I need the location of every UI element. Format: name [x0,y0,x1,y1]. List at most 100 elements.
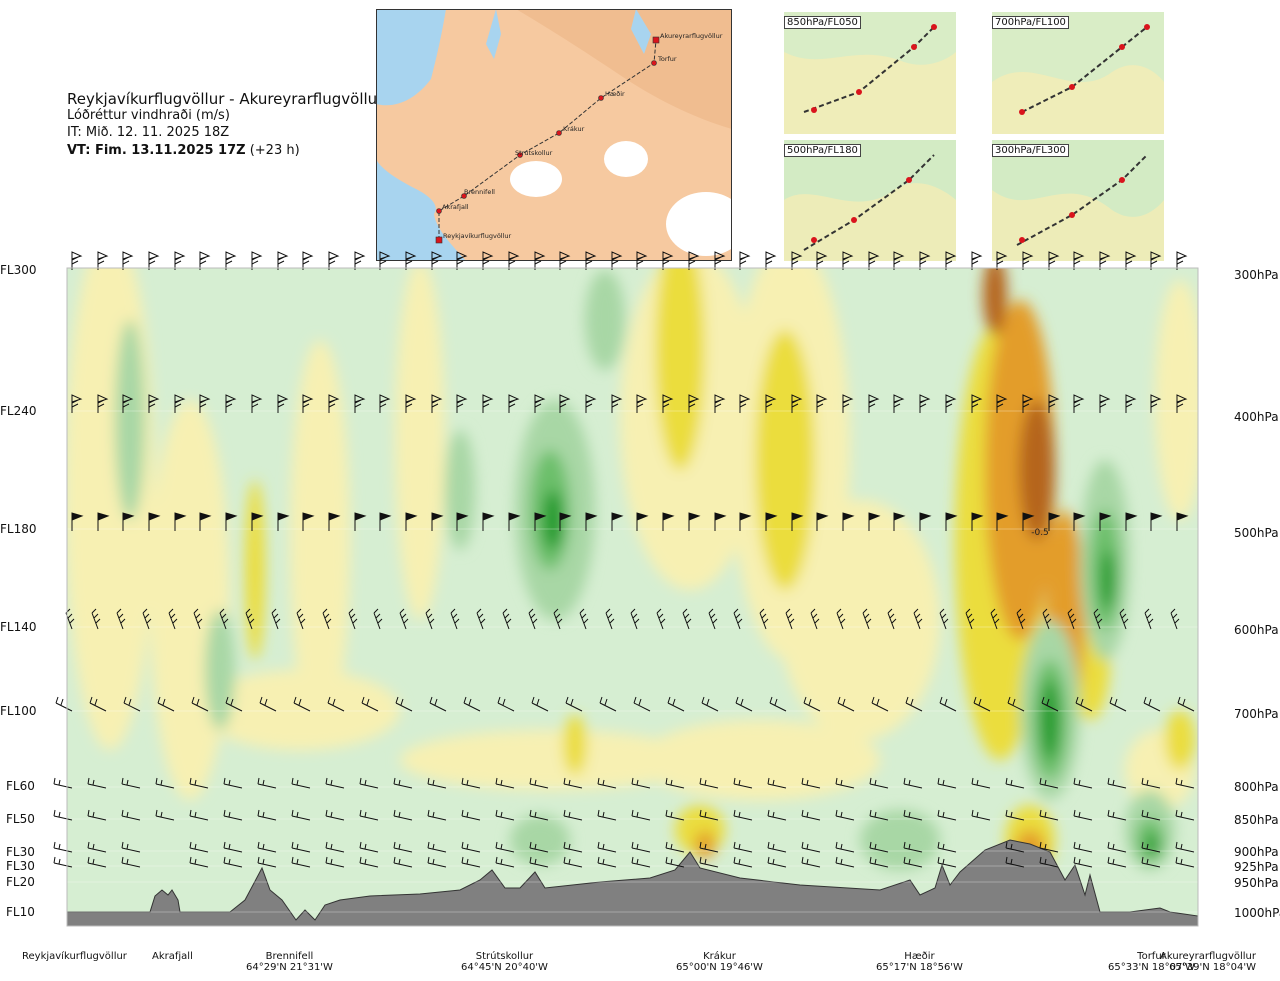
wind-barb [701,696,719,712]
wind-barb [393,809,413,821]
wind-barb [121,856,141,868]
wind-barb [1141,777,1161,789]
wind-barb [1007,696,1025,712]
wind-barb [631,809,651,821]
field-contour-patch [445,430,475,550]
wind-barb [393,856,413,868]
wind-barb [973,696,991,712]
wind-barb [563,856,583,868]
wind-barb [508,251,520,270]
field-contour-patch [585,270,625,370]
p-label-400: 400hPa [1234,410,1279,424]
wind-barb [611,251,623,270]
wind-barb [87,777,107,789]
wind-barb [1175,809,1195,821]
wind-barb [87,856,107,868]
wind-barb [1093,608,1103,630]
field-contour-patch [395,268,445,620]
map-waypoint-label: Akrafjall [442,203,469,211]
wind-barb [656,608,666,630]
fl-label-240: FL240 [0,404,37,418]
wind-barb [142,608,152,630]
wind-barb [965,608,975,630]
loc-coords: 64°29'N 21°31'W [246,962,333,973]
wind-barb [348,608,358,630]
wind-barb [359,809,379,821]
wind-barb [495,856,515,868]
wind-barb [990,608,1000,630]
wind-barb [328,251,340,270]
wind-barb [682,608,692,630]
wind-barb [893,394,905,413]
wind-barb [328,512,341,531]
wind-barb [271,608,281,630]
wind-barb [585,394,597,413]
wind-barb [971,251,983,270]
wind-barb [919,394,931,413]
wind-barb [476,608,486,630]
loc-reykjavik: Reykjavíkurflugvöllur [22,951,127,962]
wind-barb [291,777,311,789]
wind-barb [791,394,803,413]
wind-barb [835,809,855,821]
wind-barb [563,777,583,789]
wind-barb [456,512,469,531]
wind-barb [508,512,521,531]
wind-barb [199,251,211,270]
wind-barb [1073,512,1086,531]
vertical-velocity-field [67,268,1198,926]
wind-barb [482,512,495,531]
field-contour-patch [563,715,587,775]
wind-barb [769,696,787,712]
wind-barb [122,394,134,413]
wind-barb [97,512,110,531]
wind-barb [837,696,855,712]
loc-name: Reykjavíkurflugvöllur [22,951,127,962]
loc-krakur: Krákur 65°00'N 19°46'W [676,951,763,973]
loc-coords: 64°45'N 20°40'W [461,962,548,973]
wind-barb [251,512,264,531]
wind-barb [1073,251,1085,270]
contour-label: -0.5 [1031,528,1049,538]
wind-barb [714,512,727,531]
wind-barb [971,512,984,531]
field-contour-patch [1145,835,1159,855]
wind-barb [767,777,787,789]
p-label-800: 800hPa [1234,780,1279,794]
wind-barb [871,696,889,712]
wind-barb [359,856,379,868]
map-waypoint-label: Akureyrarflugvöllur [660,32,723,40]
wind-barb [405,251,417,270]
field-contour-patch [150,400,230,800]
wind-barb [1107,856,1127,868]
wind-barb [277,512,290,531]
wind-barb [1048,394,1060,413]
p-label-700: 700hPa [1234,707,1279,721]
fl-label-140: FL140 [0,620,37,634]
wind-barb [996,512,1009,531]
field-contour-patch [640,720,880,800]
wind-barb [765,394,777,413]
wind-barb [585,512,598,531]
wind-barb [199,512,212,531]
wind-barb [193,608,203,630]
wind-barb [945,394,957,413]
wind-barb [665,841,685,853]
field-contour-patch [780,500,940,740]
wind-barb [328,394,340,413]
map-waypoint-marker [651,60,657,66]
loc-brennifell: Brennifell 64°29'N 21°31'W [246,951,333,973]
wind-barb [636,394,648,413]
wind-barb [1048,251,1060,270]
wind-barb [903,856,923,868]
cross-section-chart: -0.5 [53,251,1199,927]
fl-label-20: FL20 [6,875,35,889]
map-fjord-eyjafjordur [631,9,651,54]
wind-barb [223,841,243,853]
wind-barb [1073,841,1093,853]
wind-barb [257,809,277,821]
wind-barb [631,777,651,789]
wind-barb [529,809,549,821]
fl-label-50: FL50 [6,812,35,826]
wind-barb [354,251,366,270]
